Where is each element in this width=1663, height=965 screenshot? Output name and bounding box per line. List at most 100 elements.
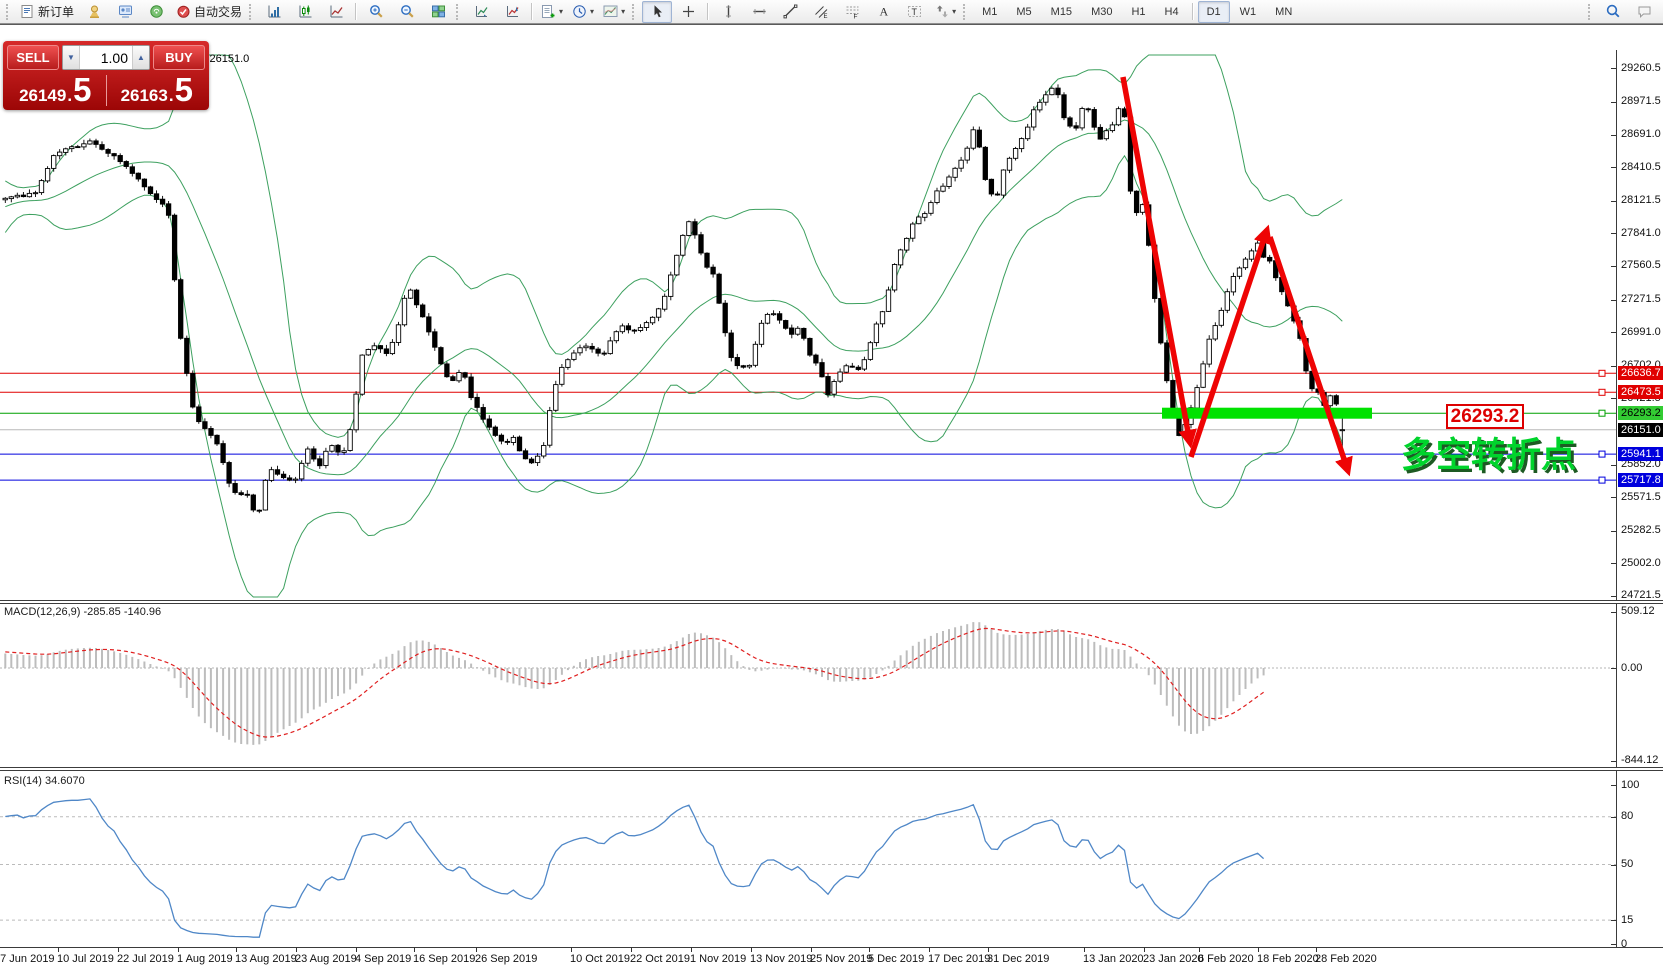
zoom-in-button[interactable] (361, 1, 391, 23)
macd-panel[interactable] (0, 604, 1663, 767)
tf-h1[interactable]: H1 (1122, 1, 1154, 23)
tf-m15[interactable]: M15 (1042, 1, 1081, 23)
date-axis-tick (929, 947, 930, 952)
clock-icon (572, 4, 587, 19)
main-chart[interactable] (0, 50, 1663, 600)
tf-m30[interactable]: M30 (1082, 1, 1121, 23)
trendline-button[interactable] (775, 1, 805, 23)
tf-d1-label: D1 (1206, 5, 1221, 18)
tf-m1[interactable]: M1 (973, 1, 1006, 23)
price-axis-border (1616, 50, 1617, 947)
indicators-menu-button[interactable]: ▾ (537, 1, 567, 23)
dropdown-arrow-icon[interactable]: ▾ (952, 7, 957, 16)
vline-icon (721, 4, 736, 19)
template-icon (603, 4, 618, 19)
axis-tick (1611, 332, 1616, 334)
dropdown-arrow-icon[interactable]: ▾ (621, 7, 626, 16)
toolbar-separator (1191, 3, 1194, 20)
sell-price-dot: . (67, 86, 73, 105)
cursor-icon (650, 4, 665, 19)
price-callout-label[interactable]: 26293.2 (1446, 404, 1524, 429)
turning-point-annotation[interactable]: 多空转折点 (1401, 436, 1577, 475)
cursor-button[interactable] (642, 0, 673, 23)
bar-chart-button[interactable] (259, 1, 289, 23)
axis-tick (1611, 464, 1616, 466)
macd-pane-resizer[interactable] (0, 600, 1663, 604)
sell-price[interactable]: 26149 . 5 (7, 73, 104, 106)
volume-input[interactable] (80, 46, 132, 69)
axis-tick (1611, 760, 1616, 762)
tf-h4[interactable]: H4 (1156, 1, 1188, 23)
toolbar-drag-handle[interactable] (456, 3, 461, 20)
tf-m5[interactable]: M5 (1007, 1, 1040, 23)
rsi-panel[interactable] (0, 771, 1663, 947)
date-axis-tick (236, 947, 237, 952)
profile-button[interactable] (110, 1, 140, 23)
volume-decrease-button[interactable]: ▼ (63, 46, 80, 69)
signal-button[interactable] (141, 1, 171, 23)
new-order-button[interactable]: 新订单 (16, 1, 78, 23)
candle-chart-button[interactable] (290, 1, 320, 23)
tile-windows-button[interactable] (423, 1, 453, 23)
stamp-button[interactable] (79, 1, 109, 23)
text-button[interactable]: A (868, 1, 898, 23)
toolbar-separator (355, 3, 358, 20)
indicator-window-button[interactable] (466, 1, 496, 23)
shapes-button[interactable]: ▾ (930, 1, 960, 23)
date-axis-label: 18 Feb 2020 (1257, 953, 1319, 965)
price-axis-label: 28410.5 (1621, 160, 1661, 173)
date-axis-tick (571, 947, 572, 952)
toolbar-separator (531, 3, 534, 20)
date-axis-tick (1144, 947, 1145, 952)
zoom-out-button[interactable] (392, 1, 422, 23)
date-axis-label: 31 Dec 2019 (987, 953, 1050, 965)
trendline-icon (783, 4, 798, 19)
sell-button[interactable]: SELL (7, 45, 59, 70)
search-button[interactable] (1598, 1, 1628, 23)
volume-increase-button[interactable]: ▲ (132, 46, 149, 69)
hline-button[interactable] (744, 1, 774, 23)
date-axis-label: 6 Feb 2020 (1198, 953, 1254, 965)
dropdown-arrow-icon[interactable]: ▾ (559, 7, 564, 16)
chat-button[interactable] (1629, 1, 1659, 23)
channel-button[interactable]: E (806, 1, 836, 23)
buy-button[interactable]: BUY (153, 45, 205, 70)
toolbar-drag-handle[interactable] (249, 3, 254, 20)
vline-button[interactable] (713, 1, 743, 23)
periods-menu-button[interactable]: ▾ (568, 1, 598, 23)
price-line-tag: 26293.2 (1618, 406, 1663, 421)
date-axis-tick (1084, 947, 1085, 952)
toolbar-drag-handle[interactable] (1588, 3, 1593, 20)
toolbar-drag-handle[interactable] (632, 3, 637, 20)
svg-text:E: E (823, 14, 827, 19)
toolbar-drag-handle[interactable] (963, 3, 968, 20)
tf-d1[interactable]: D1 (1197, 0, 1230, 23)
axis-tick (1611, 595, 1616, 597)
crosshair-button[interactable] (673, 1, 703, 23)
axis-tick (1611, 265, 1616, 267)
channel-icon: E (814, 4, 829, 19)
dropdown-arrow-icon[interactable]: ▾ (590, 7, 595, 16)
toolbar-drag-handle[interactable] (6, 3, 11, 20)
buy-price[interactable]: 26163 . 5 (109, 73, 206, 106)
auto-trading-button[interactable]: 自动交易 (172, 1, 246, 23)
sell-price-frac: 5 (73, 71, 92, 108)
indicator-list-icon (505, 4, 520, 19)
date-axis-label: 22 Oct 2019 (630, 953, 690, 965)
axis-tick (1611, 944, 1616, 945)
price-line-tag: 25717.8 (1618, 473, 1663, 488)
line-chart-button[interactable] (321, 1, 351, 23)
sell-price-main: 26149 (19, 86, 67, 105)
rsi-pane-resizer[interactable] (0, 767, 1663, 771)
tf-w1[interactable]: W1 (1231, 1, 1266, 23)
auto-trading-button-label: 自动交易 (194, 5, 243, 19)
axis-tick (1611, 365, 1616, 367)
fibo-button[interactable]: F (837, 1, 867, 23)
label-button[interactable]: T (899, 1, 929, 23)
indicator-list-button[interactable] (497, 1, 527, 23)
label-icon: T (907, 4, 922, 19)
date-axis-tick (356, 947, 357, 952)
axis-tick (1611, 668, 1616, 669)
templates-menu-button[interactable]: ▾ (599, 1, 629, 23)
tf-mn[interactable]: MN (1266, 1, 1301, 23)
